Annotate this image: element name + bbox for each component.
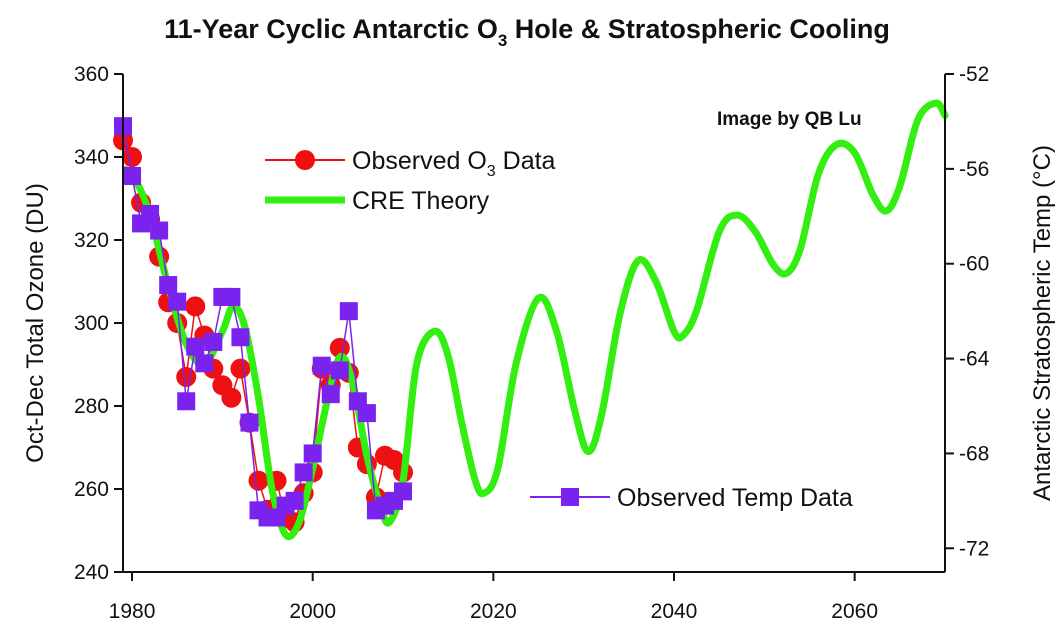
y-left-tick-label: 320 xyxy=(74,229,109,252)
observed-temp-point xyxy=(321,385,340,404)
legend-label-text: Observed O xyxy=(352,147,487,175)
observed-temp-point xyxy=(294,463,313,482)
x-tick-label: 2040 xyxy=(651,600,698,623)
legend-label-cre_theory: CRE Theory xyxy=(352,187,490,215)
observed-temp-point xyxy=(394,482,413,501)
observed-o3-point xyxy=(185,296,206,317)
cre-theory-line xyxy=(122,99,949,540)
observed-o3-point xyxy=(248,470,269,491)
x-tick-label: 2060 xyxy=(831,600,878,623)
observed-temp-point xyxy=(123,166,142,185)
observed-o3-point xyxy=(221,387,242,408)
observed-temp-point xyxy=(177,392,196,411)
y-axis-right-title: Antarctic Stratospheric Temp (°C) xyxy=(1029,145,1055,501)
y-right-tick-label: -52 xyxy=(959,63,989,86)
observed-temp-point xyxy=(231,328,250,347)
chart-title-rest: Hole & Stratospheric Cooling xyxy=(507,14,890,44)
y-right-tick-label: -56 xyxy=(959,158,989,181)
y-left-tick-label: 240 xyxy=(74,561,109,584)
observed-temp-point xyxy=(141,204,160,223)
axes-layer: 1980 2000 2020 2040 2060 240 260 280 300 320 340 36… xyxy=(74,63,990,623)
y-axis-left-title: Oct-Dec Total Ozone (DU) xyxy=(22,183,49,463)
observed-o3-point xyxy=(122,147,143,167)
observed-temp-point xyxy=(339,302,358,321)
observed-temp-point xyxy=(195,354,214,373)
legend-label-observed_temp: Observed Temp Data xyxy=(617,484,853,512)
legend-label-subscript: 3 xyxy=(487,163,496,180)
x-tick-label: 2000 xyxy=(289,600,336,623)
chart-title: 11-Year Cyclic Antarctic O3 Hole & Strat… xyxy=(164,14,890,50)
y-right-tick-label: -72 xyxy=(959,537,989,560)
observed-o3-point xyxy=(230,358,251,379)
image-credit: Image by QB Lu xyxy=(717,109,862,130)
observed-temp-point xyxy=(303,444,322,463)
observed-temp-point xyxy=(159,276,178,295)
observed-o3-point xyxy=(176,366,197,387)
y-left-tick-label: 280 xyxy=(74,395,109,418)
y-right-tick-label: -64 xyxy=(959,348,990,371)
observed-temp-point xyxy=(186,337,205,356)
y-right-tick-label: -60 xyxy=(959,253,989,276)
x-tick-label: 2020 xyxy=(470,600,517,623)
observed-temp-point xyxy=(312,356,331,375)
x-tick-label: 1980 xyxy=(109,600,156,623)
observed-temp-point xyxy=(285,491,304,510)
observed-temp-point xyxy=(150,221,169,240)
observed-temp-point xyxy=(330,361,349,380)
series-layer xyxy=(113,99,949,540)
chart-title-subscript: 3 xyxy=(498,31,507,50)
legend-swatch-observed-o3-marker xyxy=(295,150,315,170)
observed-temp-point xyxy=(168,292,187,311)
y-left-tick-label: 360 xyxy=(74,63,109,86)
legend-label-observed_o3: Observed O3 Data xyxy=(352,147,556,180)
observed-temp-point xyxy=(222,287,241,306)
y-right-tick-label: -68 xyxy=(959,442,989,465)
legend-label-text: CRE Theory xyxy=(352,187,490,215)
legend-swatch-observed-temp-marker xyxy=(561,488,579,506)
observed-temp-point xyxy=(204,332,223,351)
legend-label-rest: Data xyxy=(496,147,556,175)
observed-o3-point xyxy=(329,337,350,358)
y-left-tick-label: 300 xyxy=(74,312,109,335)
y-left-tick-label: 340 xyxy=(74,146,109,169)
y-left-tick-label: 260 xyxy=(74,478,109,501)
observed-temp-point xyxy=(357,404,376,423)
chart-title-main: 11-Year Cyclic Antarctic O xyxy=(164,14,498,44)
legend-label-text: Observed Temp Data xyxy=(617,484,853,512)
observed-temp-point xyxy=(240,413,259,432)
